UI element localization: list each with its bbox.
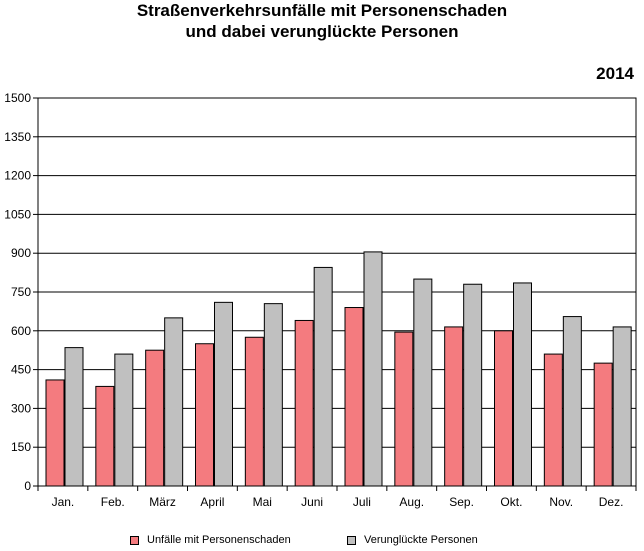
legend-label-verunglueckte: Verunglückte Personen xyxy=(364,534,478,546)
bar-unfaelle xyxy=(95,385,115,487)
bar-verunglueckte xyxy=(164,317,184,487)
bar-verunglueckte xyxy=(413,278,433,487)
bar-verunglueckte xyxy=(263,303,283,487)
x-tick-label: Juni xyxy=(301,495,323,509)
chart-title-line1: Straßenverkehrsunfälle mit Personenschad… xyxy=(136,1,508,20)
chart-year: 2014 xyxy=(596,64,634,83)
x-tick-label: Aug. xyxy=(399,495,424,509)
y-tick-label: 1050 xyxy=(4,207,31,221)
legend-item-verunglueckte: Verunglückte Personen xyxy=(347,534,478,546)
bar-unfaelle xyxy=(593,362,613,487)
x-tick-label: April xyxy=(200,495,224,509)
y-tick-label: 0 xyxy=(24,479,31,493)
y-tick-label: 150 xyxy=(11,440,31,454)
bar-verunglueckte xyxy=(513,282,532,487)
y-tick-label: 900 xyxy=(11,246,31,260)
bar-verunglueckte xyxy=(363,251,383,487)
x-tick-label: Jan. xyxy=(52,495,75,509)
legend-item-unfaelle: Unfälle mit Personenschaden xyxy=(130,534,291,546)
bar-unfaelle xyxy=(444,326,464,487)
x-tick-label: Sep. xyxy=(449,495,474,509)
y-tick-label: 1350 xyxy=(4,130,31,144)
bar-verunglueckte xyxy=(313,266,333,487)
bar-unfaelle xyxy=(45,379,65,487)
bar-unfaelle xyxy=(244,336,264,487)
chart-title-line2: und dabei verunglückte Personen xyxy=(185,22,459,41)
bar-unfaelle xyxy=(494,330,513,487)
bar-verunglueckte xyxy=(64,347,84,487)
bar-unfaelle xyxy=(394,331,414,487)
y-tick-label: 750 xyxy=(11,285,31,299)
y-tick-label: 300 xyxy=(11,401,31,415)
legend-label-unfaelle: Unfälle mit Personenschaden xyxy=(147,534,291,546)
bar-verunglueckte xyxy=(562,316,582,487)
x-tick-label: Okt. xyxy=(500,495,522,509)
bar-unfaelle xyxy=(195,343,214,487)
bar-unfaelle xyxy=(344,307,364,487)
y-tick-label: 1200 xyxy=(4,169,31,183)
x-tick-label: Nov. xyxy=(549,495,573,509)
bar-verunglueckte xyxy=(463,283,483,487)
bar-verunglueckte xyxy=(114,353,134,487)
y-tick-label: 450 xyxy=(11,363,31,377)
bar-unfaelle xyxy=(543,353,563,487)
bar-verunglueckte xyxy=(214,301,233,487)
y-tick-label: 1500 xyxy=(4,91,31,105)
x-tick-label: Feb. xyxy=(101,495,125,509)
x-tick-label: Mai xyxy=(253,495,272,509)
bar-unfaelle xyxy=(145,349,165,487)
bar-verunglueckte xyxy=(612,326,632,487)
legend-swatch-unfaelle xyxy=(130,535,139,545)
y-tick-label: 600 xyxy=(11,324,31,338)
x-tick-label: März xyxy=(149,495,176,509)
legend-swatch-verunglueckte xyxy=(347,535,356,545)
x-tick-label: Juli xyxy=(353,495,371,509)
x-tick-label: Dez. xyxy=(599,495,624,509)
bar-unfaelle xyxy=(294,319,314,487)
